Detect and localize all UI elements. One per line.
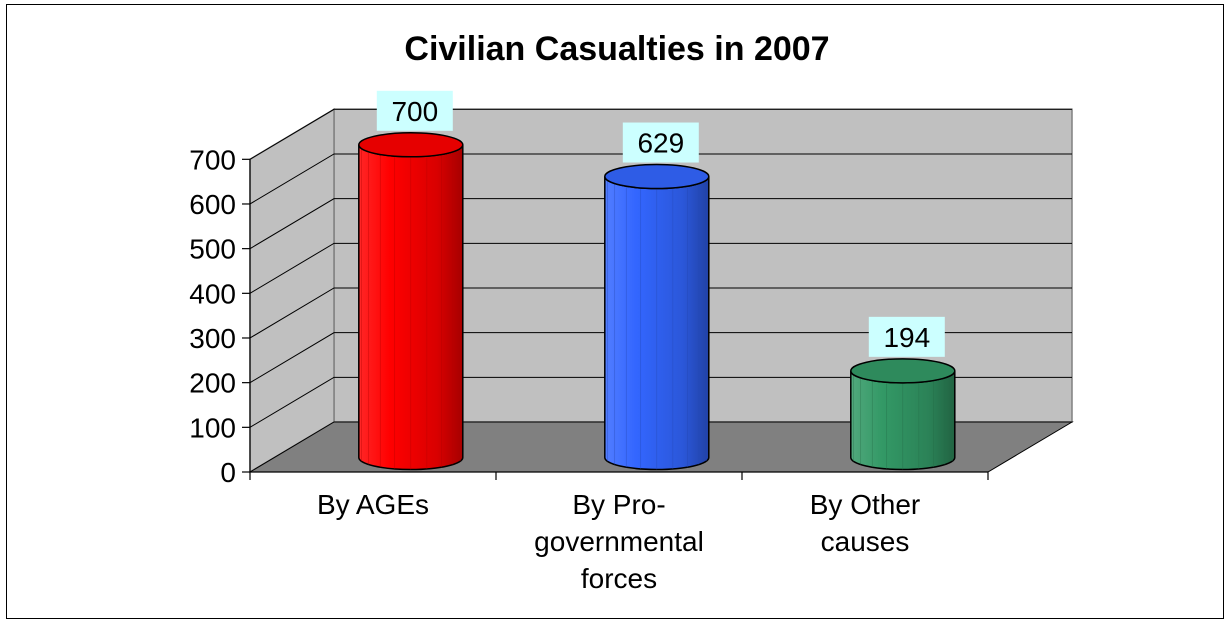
category-label: By Pro- <box>572 489 665 520</box>
bar-top-2 <box>604 163 710 190</box>
gridline <box>249 287 1072 339</box>
bar-top-3 <box>850 358 956 384</box>
gridline <box>249 108 1072 160</box>
y-tick-label: 400 <box>189 278 236 309</box>
y-tick-label: 200 <box>189 368 236 399</box>
gridline <box>249 153 1072 205</box>
data-label: 194 <box>883 322 930 353</box>
data-label-bg <box>868 316 945 357</box>
category-label: causes <box>821 526 910 557</box>
category-label: By Other <box>810 489 920 520</box>
gridline <box>249 332 1072 384</box>
category-label: By AGEs <box>317 489 429 520</box>
category-label: forces <box>581 563 657 594</box>
plot-area: 0 100 200 300 400 500 600 700 700 629 194 By AGEs By… <box>189 90 1074 594</box>
y-tick-label: 500 <box>189 234 236 265</box>
data-label: 629 <box>637 128 684 159</box>
data-label-bg <box>622 122 699 163</box>
y-tick-label: 700 <box>189 144 236 175</box>
y-tick-label: 0 <box>220 457 236 488</box>
y-tick-label: 100 <box>189 412 236 443</box>
data-label-bg <box>376 90 453 131</box>
y-tick-label: 300 <box>189 323 236 354</box>
gridline <box>249 376 1072 428</box>
gridline <box>249 198 1072 250</box>
chart-title: Civilian Casualties in 2007 <box>404 30 829 68</box>
bar-top-1 <box>358 132 464 158</box>
side-wall <box>249 107 335 474</box>
y-tick-label: 600 <box>189 189 236 220</box>
category-label: governmental <box>534 526 704 557</box>
data-label: 700 <box>391 96 438 127</box>
gridline <box>249 242 1072 294</box>
